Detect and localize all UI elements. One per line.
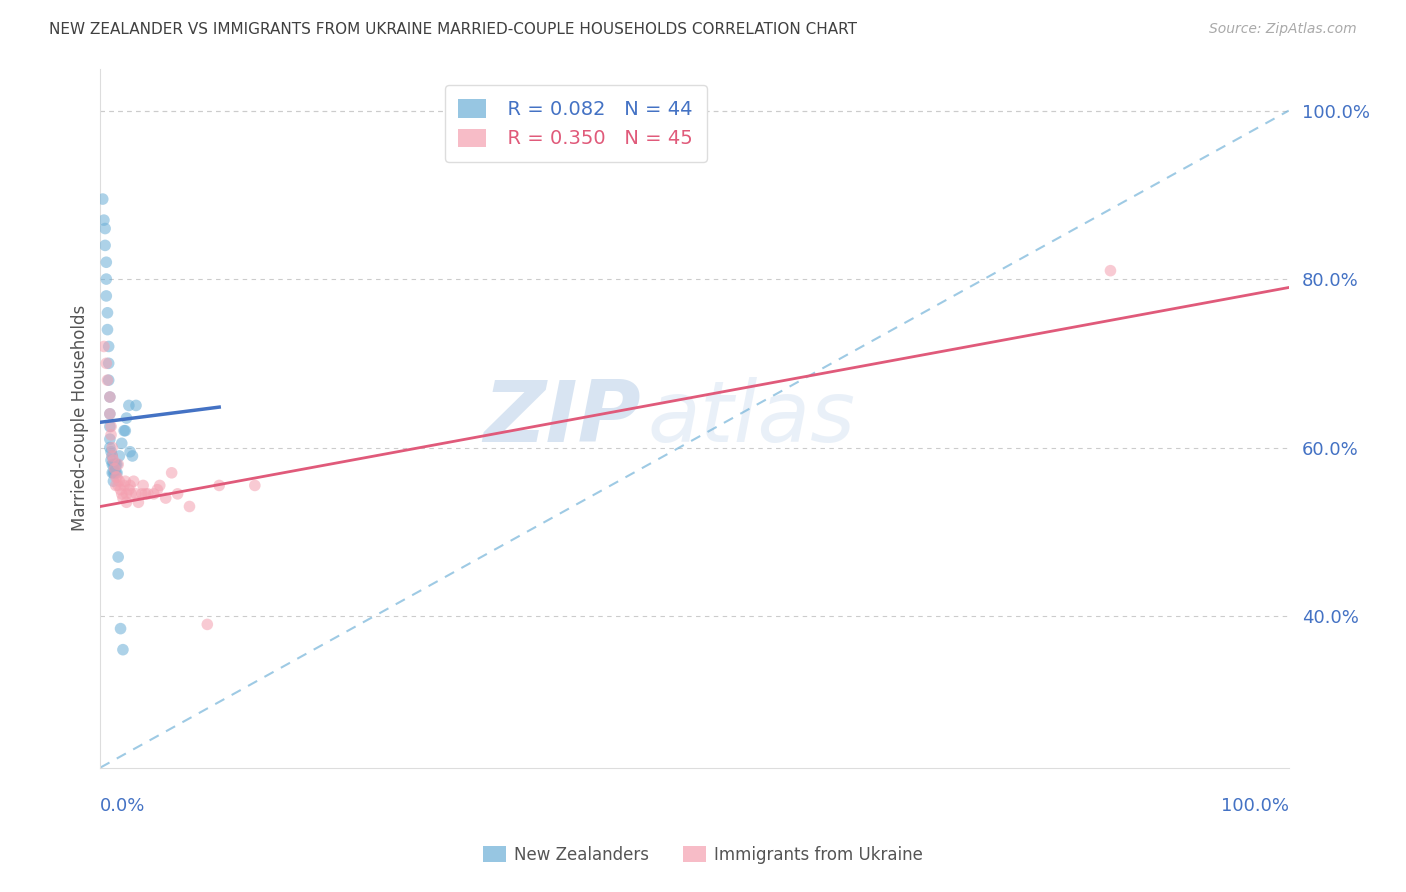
Point — [108, 449, 131, 463]
Point — [107, 458, 129, 472]
Point — [122, 474, 145, 488]
Point — [104, 458, 127, 472]
Point — [98, 407, 121, 421]
Point — [101, 449, 124, 463]
Point — [93, 213, 115, 227]
Point — [98, 407, 121, 421]
Point — [96, 373, 118, 387]
Point — [96, 289, 118, 303]
Point — [149, 478, 172, 492]
Point — [115, 495, 138, 509]
Point — [97, 373, 120, 387]
Point — [100, 428, 122, 442]
Text: 0.0%: 0.0% — [100, 797, 146, 815]
Point — [114, 474, 136, 488]
Text: NEW ZEALANDER VS IMMIGRANTS FROM UKRAINE MARRIED-COUPLE HOUSEHOLDS CORRELATION C: NEW ZEALANDER VS IMMIGRANTS FROM UKRAINE… — [49, 22, 858, 37]
Point — [111, 642, 134, 657]
Point — [111, 487, 134, 501]
Point — [97, 339, 120, 353]
Point — [91, 192, 114, 206]
Point — [105, 470, 128, 484]
Point — [105, 466, 128, 480]
Text: Source: ZipAtlas.com: Source: ZipAtlas.com — [1209, 22, 1357, 37]
Point — [118, 399, 141, 413]
Point — [101, 449, 124, 463]
Point — [93, 339, 115, 353]
Point — [118, 483, 141, 497]
Point — [110, 622, 132, 636]
Legend:   R = 0.082   N = 44,   R = 0.350   N = 45: R = 0.082 N = 44, R = 0.350 N = 45 — [444, 86, 707, 162]
Point — [96, 356, 118, 370]
Point — [125, 399, 148, 413]
Point — [120, 444, 142, 458]
Point — [100, 444, 122, 458]
Point — [108, 474, 131, 488]
Point — [98, 390, 121, 404]
Legend: New Zealanders, Immigrants from Ukraine: New Zealanders, Immigrants from Ukraine — [477, 839, 929, 871]
Point — [110, 483, 132, 497]
Point — [101, 458, 124, 472]
Text: ZIP: ZIP — [484, 376, 641, 459]
Point — [160, 466, 183, 480]
Point — [104, 478, 127, 492]
Point — [136, 487, 159, 501]
Point — [101, 466, 124, 480]
Point — [94, 221, 117, 235]
Point — [125, 487, 148, 501]
Text: 100.0%: 100.0% — [1220, 797, 1289, 815]
Point — [142, 487, 165, 501]
Point — [98, 432, 121, 446]
Point — [96, 306, 118, 320]
Point — [155, 491, 177, 505]
Point — [112, 424, 135, 438]
Point — [134, 487, 156, 501]
Point — [96, 255, 118, 269]
Point — [121, 449, 143, 463]
Point — [127, 495, 149, 509]
Point — [98, 441, 121, 455]
Point — [243, 478, 266, 492]
Point — [112, 478, 135, 492]
Point — [104, 461, 127, 475]
Point — [104, 458, 127, 472]
Point — [131, 487, 153, 501]
Point — [103, 453, 125, 467]
Point — [103, 474, 125, 488]
Point — [103, 458, 125, 472]
Point — [100, 419, 122, 434]
Point — [101, 441, 124, 455]
Point — [100, 453, 122, 467]
Point — [111, 436, 134, 450]
Point — [120, 478, 142, 492]
Point — [114, 424, 136, 438]
Point — [115, 411, 138, 425]
Point — [120, 487, 142, 501]
Point — [103, 466, 125, 480]
Point — [1099, 263, 1122, 277]
Text: atlas: atlas — [647, 376, 855, 459]
Point — [104, 466, 127, 480]
Point — [132, 478, 155, 492]
Point — [107, 566, 129, 581]
Y-axis label: Married-couple Households: Married-couple Households — [72, 305, 89, 531]
Point — [94, 238, 117, 252]
Point — [98, 419, 121, 434]
Point — [104, 466, 127, 480]
Point — [146, 483, 169, 497]
Point — [208, 478, 231, 492]
Point — [98, 390, 121, 404]
Point — [166, 487, 188, 501]
Point — [97, 356, 120, 370]
Point — [179, 500, 201, 514]
Point — [195, 617, 218, 632]
Point — [107, 478, 129, 492]
Point — [111, 491, 134, 505]
Point — [105, 458, 128, 472]
Point — [96, 272, 118, 286]
Point — [96, 323, 118, 337]
Point — [115, 487, 138, 501]
Point — [107, 549, 129, 564]
Point — [104, 470, 127, 484]
